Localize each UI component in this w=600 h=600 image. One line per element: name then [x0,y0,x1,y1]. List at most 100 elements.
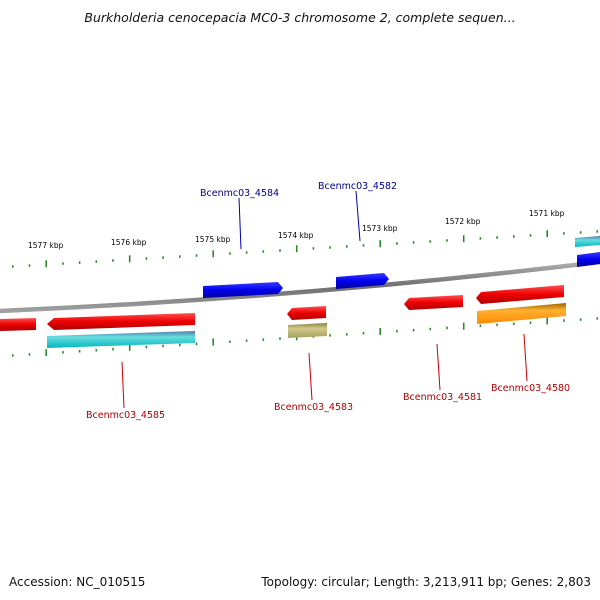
upper-ruler-minor-tick [162,256,164,259]
upper-ruler-minor-tick [446,239,448,242]
lower-ruler-minor-tick [95,349,98,352]
gene-label-bcenmc03-4582[interactable]: Bcenmc03_4582 [318,181,397,192]
lower-ruler-minor-tick [145,345,148,349]
lower-ruler-minor-tick [596,317,599,320]
upper-ruler-minor-tick [145,257,148,260]
lower-ruler-minor-tick [412,328,415,332]
upper-ruler-minor-tick [579,231,582,234]
upper-ruler-minor-tick [529,234,532,237]
upper-ruler-minor-tick [78,261,81,264]
lower-ruler-minor-tick [12,354,14,357]
ruler-label-1571: 1571 kbp [529,209,565,218]
lower-ruler-minor-tick [479,324,482,328]
ruler-label-1572: 1572 kbp [445,217,481,226]
ruler-label-1575: 1575 kbp [195,235,231,244]
upper-ruler-major-tick [45,260,47,268]
lower-ruler-major-tick [45,349,47,357]
upper-ruler-minor-tick [179,255,181,258]
lower-ruler-major-tick [212,338,214,346]
ruler-labels: 1577 kbp 1576 kbp 1575 kbp 1574 kbp 1573… [28,209,565,250]
gene-bcenmc03-4583-arrow[interactable] [287,306,326,320]
gene-labels: Bcenmc03_4584 Bcenmc03_4582 Bcenmc03_458… [86,181,570,421]
upper-ruler-minor-tick [262,250,265,253]
gene-label-bcenmc03-4585[interactable]: Bcenmc03_4585 [86,410,165,421]
upper-ruler-major-tick [212,250,214,258]
lower-ruler-minor-tick [279,337,281,340]
lower-ruler-minor-tick [179,343,181,347]
lower-ruler-minor-tick [28,353,31,356]
lower-ruler-minor-tick [229,340,231,343]
upper-ruler-minor-tick [346,245,348,248]
gene-bcenmc03-4581-arrow[interactable] [404,295,463,310]
lower-ruler-minor-tick [446,326,448,330]
lower-ruler-major-tick [462,322,465,330]
ruler-label-1574: 1574 kbp [278,231,314,240]
upper-ruler-minor-tick [312,247,315,250]
plus-strand-genes [203,236,600,298]
gene-label-bcenmc03-4580[interactable]: Bcenmc03_4580 [491,383,570,394]
lower-ruler-minor-tick [195,342,198,346]
ruler-label-1573: 1573 kbp [362,224,398,233]
upper-ruler-minor-tick [279,249,281,252]
lower-ruler-minor-tick [346,333,348,336]
upper-ruler-major-tick [546,230,548,238]
cds-bcenmc03-4585-bar[interactable] [47,331,195,348]
lower-ruler-minor-tick [396,329,398,333]
lower-ruler-minor-tick [112,347,114,351]
upper-ruler-minor-tick [596,230,599,233]
lower-ruler-minor-tick [78,350,81,353]
lower-ruler-minor-tick [245,339,248,342]
upper-ruler-minor-tick [496,236,498,239]
gene-label-bcenmc03-4581[interactable]: Bcenmc03_4581 [403,392,482,403]
gene-bcenmc03-4584-arrow[interactable] [203,282,283,298]
lower-ruler-major-tick [379,328,381,335]
accession-text: Accession: NC_010515 [9,575,146,589]
upper-ruler-minor-tick [245,251,248,254]
gene-partial-left-red-arrow[interactable] [0,318,36,331]
upper-ruler-minor-tick [513,235,515,238]
lower-ruler-minor-tick [262,338,265,341]
topology-text: Topology: circular; Length: 3,213,911 bp… [261,575,591,589]
lower-ruler-minor-tick [162,344,164,348]
lower-ruler-minor-tick [529,321,532,324]
lower-ruler-minor-tick [579,318,582,321]
cds-bcenmc03-4583-bar[interactable] [288,323,327,338]
upper-ruler-minor-tick [112,259,114,262]
gene-label-bcenmc03-4583[interactable]: Bcenmc03_4583 [274,402,353,413]
upper-ruler-major-tick [462,235,465,243]
upper-ruler-minor-tick [412,241,415,244]
lower-ruler-minor-tick [513,322,515,325]
gene-partial-right-blue-arrow[interactable] [577,252,600,267]
lower-ruler-major-tick [546,317,548,325]
lower-ruler-minor-tick [429,327,432,331]
lower-ruler-major-tick [128,343,131,351]
cds-bcenmc03-4580-bar[interactable] [477,303,566,324]
upper-ruler-minor-tick [12,265,14,268]
gene-leader-lines [121,190,528,409]
minus-strand-genes [0,285,566,348]
upper-ruler-major-tick [295,245,298,253]
upper-ruler-minor-tick [362,244,365,247]
upper-ruler-minor-tick [229,252,231,255]
lower-ruler-minor-tick [362,332,365,335]
gene-bcenmc03-4585-arrow[interactable] [47,313,195,330]
gene-bcenmc03-4580-arrow[interactable] [476,285,564,304]
upper-ruler-minor-tick [563,232,565,235]
upper-ruler [12,230,599,268]
upper-ruler-minor-tick [329,246,331,249]
lower-ruler-minor-tick [496,323,498,327]
upper-ruler-major-tick [379,240,381,248]
gene-partial-right-top-arrow[interactable] [575,236,600,247]
gene-label-bcenmc03-4584[interactable]: Bcenmc03_4584 [200,188,279,199]
upper-ruler-minor-tick [95,260,98,263]
gene-bcenmc03-4582-arrow[interactable] [336,273,389,289]
upper-ruler-minor-tick [479,237,482,240]
sequence-title: Burkholderia cenocepacia MC0-3 chromosom… [84,10,516,25]
upper-ruler-minor-tick [195,254,198,257]
chromosome-backbone [0,259,600,314]
upper-ruler-minor-tick [62,262,64,265]
upper-ruler-major-tick [128,255,131,263]
lower-ruler-minor-tick [62,351,64,354]
